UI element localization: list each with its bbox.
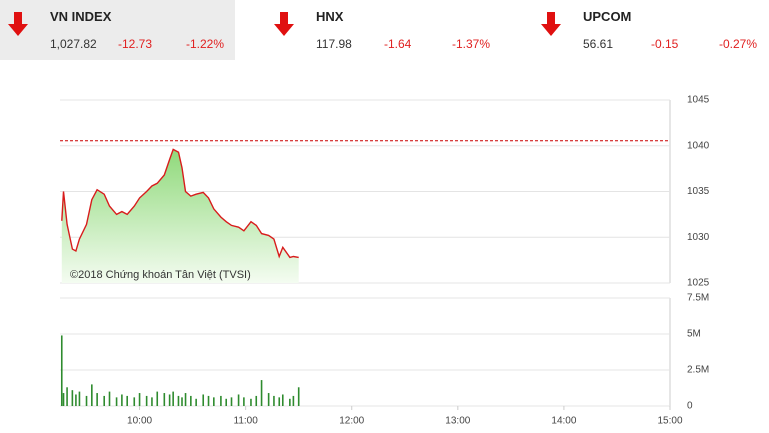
volume-bar [181, 397, 183, 406]
down-arrow [274, 12, 294, 36]
index-value: 56.61 [583, 37, 614, 51]
volume-bar [297, 387, 300, 406]
y-tick-label: 1040 [687, 140, 710, 151]
index-change: -12.73 [118, 37, 153, 51]
index-value: 117.98 [316, 37, 352, 51]
volume-bar [126, 395, 128, 406]
down-arrow [8, 12, 28, 36]
x-tick-label: 13:00 [445, 416, 470, 427]
volume-bar [243, 397, 245, 406]
y-tick-label: 1035 [687, 186, 710, 197]
index-name: UPCOM [583, 9, 632, 24]
volume-bar [237, 394, 240, 406]
volume-bar [121, 394, 123, 406]
volume-bar [267, 393, 270, 406]
index-change: -1.64 [384, 37, 412, 51]
down-arrow [541, 12, 561, 36]
volume-bar [250, 398, 252, 406]
index-pct: -1.37% [452, 37, 491, 51]
index-name: VN INDEX [50, 9, 112, 24]
y-tick-label: 1025 [687, 278, 710, 289]
x-tick-label: 11:00 [234, 416, 259, 427]
index-panel[interactable]: VN INDEX 1,027.82 -12.73 -1.22% [0, 0, 235, 60]
volume-bar [60, 335, 63, 406]
volume-bar [108, 391, 111, 406]
volume-bar [225, 398, 228, 406]
volume-bar [172, 391, 174, 406]
x-tick-label: 10:00 [127, 416, 152, 427]
price-line [61, 148, 299, 259]
volume-bar [220, 395, 222, 406]
volume-bar [163, 393, 166, 406]
volume-bar [145, 395, 148, 406]
x-tick-label: 15:00 [657, 416, 682, 427]
volume-bar [151, 397, 153, 406]
volume-bar [62, 393, 65, 406]
x-tick-label: 14:00 [551, 416, 576, 427]
volume-bar [103, 395, 106, 406]
index-pct: -0.27% [719, 37, 758, 51]
volume-bar [85, 395, 88, 406]
watermark: ©2018 Chứng khoán Tân Việt (TVSI) [70, 269, 251, 281]
volume-bar [289, 398, 291, 406]
index-panel[interactable]: UPCOM 56.61 -0.15 -0.27% [533, 0, 768, 60]
volume-bar [255, 395, 258, 406]
area [61, 149, 299, 283]
volume-bar [71, 390, 74, 406]
y-tick-label: 1030 [687, 232, 710, 243]
index-change: -0.15 [651, 37, 679, 51]
volume-bar [195, 398, 197, 406]
volume-bar [213, 397, 215, 406]
volume-bar [156, 391, 159, 406]
y-tick-label: 7.5M [687, 293, 709, 304]
volume-bar [96, 393, 98, 406]
volume-bar [260, 380, 263, 406]
y-tick-label: 1045 [687, 95, 710, 106]
volume-bar [230, 397, 233, 406]
volume-bar [184, 393, 187, 406]
volume-bar [190, 395, 192, 406]
y-tick-label: 5M [687, 329, 701, 340]
volume-bar [207, 395, 210, 406]
volume-bar [292, 395, 295, 406]
volume-bar [91, 384, 93, 406]
volume-bar [273, 395, 275, 406]
index-pct: -1.22% [186, 37, 225, 51]
volume-bar [281, 394, 284, 406]
volume-bar [168, 394, 171, 406]
volume-bar [278, 397, 281, 406]
index-name: HNX [316, 9, 344, 24]
volume-bar [115, 397, 118, 406]
index-panel[interactable]: HNX 117.98 -1.64 -1.37% [266, 0, 501, 60]
volume-bar [75, 394, 77, 406]
y-tick-label: 0 [687, 401, 693, 412]
volume-bar [78, 391, 81, 406]
index-value: 1,027.82 [50, 37, 97, 51]
volume-bar [66, 387, 68, 406]
volume-bar [177, 395, 180, 406]
y-tick-label: 2.5M [687, 365, 709, 376]
volume-bar [133, 397, 136, 406]
volume-bar [138, 393, 141, 406]
volume-bar [202, 394, 205, 406]
x-tick-label: 12:00 [339, 416, 364, 427]
